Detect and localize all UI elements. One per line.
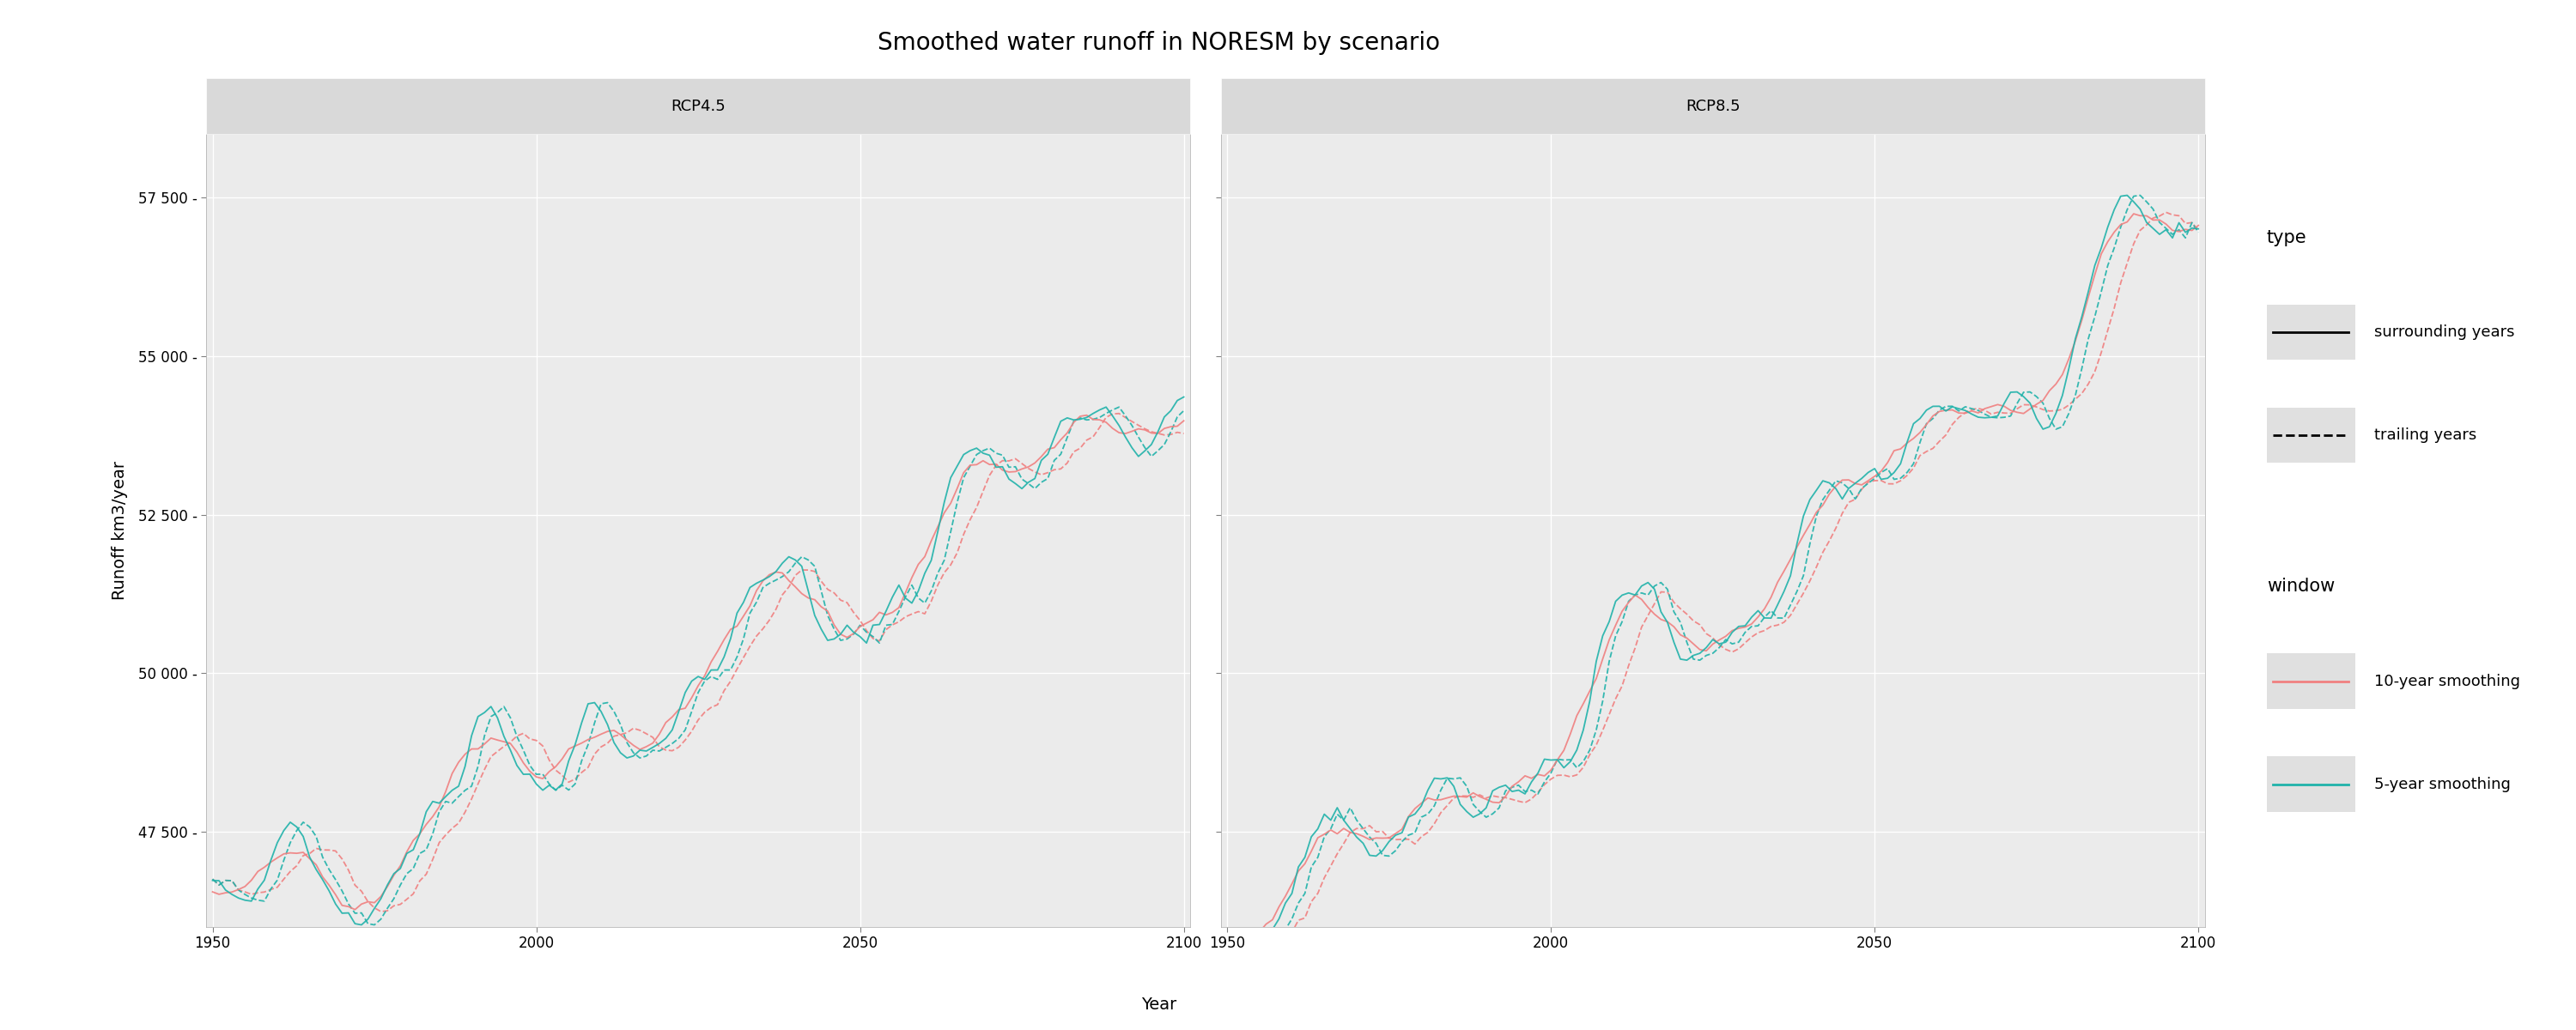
FancyBboxPatch shape (2267, 653, 2354, 709)
FancyBboxPatch shape (1221, 78, 2205, 134)
FancyBboxPatch shape (2267, 408, 2354, 464)
Text: window: window (2267, 578, 2334, 595)
Text: trailing years: trailing years (2375, 427, 2476, 443)
Y-axis label: Runoff km3/year: Runoff km3/year (111, 461, 129, 599)
FancyBboxPatch shape (206, 78, 1190, 134)
Text: Year: Year (1141, 997, 1177, 1012)
Text: Smoothed water runoff in NORESM by scenario: Smoothed water runoff in NORESM by scena… (878, 31, 1440, 55)
FancyBboxPatch shape (2267, 305, 2354, 359)
Text: 10-year smoothing: 10-year smoothing (2375, 674, 2519, 689)
Text: 5-year smoothing: 5-year smoothing (2375, 777, 2509, 792)
Text: type: type (2267, 229, 2308, 246)
Text: surrounding years: surrounding years (2375, 324, 2514, 340)
Text: RCP8.5: RCP8.5 (1685, 99, 1741, 114)
FancyBboxPatch shape (2267, 756, 2354, 812)
Text: RCP4.5: RCP4.5 (670, 99, 726, 114)
